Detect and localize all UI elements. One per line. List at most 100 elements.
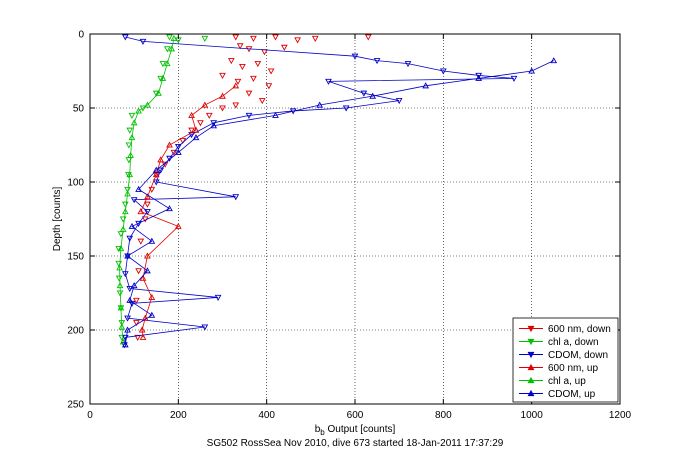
data-point <box>219 105 226 112</box>
legend-entry: 600 nm, up <box>548 363 598 374</box>
x-axis-label-main: b <box>315 424 321 435</box>
legend-swatch-marker <box>527 389 535 397</box>
data-point <box>121 341 129 348</box>
data-point <box>232 82 240 89</box>
data-point <box>138 326 146 333</box>
data-point <box>137 238 145 245</box>
data-point <box>141 314 149 321</box>
data-point <box>155 89 162 96</box>
data-point <box>117 304 125 311</box>
data-point <box>126 235 134 242</box>
legend-entry: CDOM, up <box>548 389 596 400</box>
data-point <box>170 34 178 41</box>
data-point <box>152 179 160 186</box>
data-point <box>219 92 226 99</box>
data-point <box>475 74 483 81</box>
data-point <box>166 205 173 212</box>
data-point <box>152 171 160 178</box>
data-point <box>267 68 275 75</box>
data-point <box>124 326 131 333</box>
data-point <box>121 271 129 278</box>
data-point <box>439 68 447 75</box>
data-point <box>219 72 226 79</box>
x-tick-label: 400 <box>258 410 275 421</box>
data-point <box>227 58 235 65</box>
data-point <box>201 35 209 42</box>
data-point <box>197 120 204 127</box>
data-point <box>214 294 222 301</box>
legend-box <box>512 317 619 403</box>
data-point <box>124 190 131 197</box>
x-tick-label: 1200 <box>609 410 632 421</box>
y-axis-label: Depth [counts] <box>52 187 63 252</box>
data-point <box>239 64 246 71</box>
data-point <box>144 101 151 108</box>
data-point <box>245 112 253 119</box>
data-point <box>157 156 165 163</box>
data-point <box>174 222 182 229</box>
x-axis-label: bb Output [counts] <box>315 424 396 437</box>
data-point <box>144 267 151 274</box>
series-line <box>140 85 236 338</box>
y-axis-ticks: 0 50 100 150 200 250 <box>67 30 620 411</box>
data-series-layer <box>115 34 558 349</box>
data-point <box>170 149 178 156</box>
data-point <box>232 194 240 201</box>
data-point <box>118 323 126 330</box>
data-point <box>124 252 131 259</box>
legend-swatch-marker <box>527 376 535 384</box>
data-point <box>119 338 127 345</box>
data-point <box>168 45 176 52</box>
data-point <box>510 75 518 82</box>
data-point <box>236 43 244 50</box>
data-point <box>210 120 218 127</box>
series-5 <box>121 57 558 348</box>
data-point <box>404 61 412 68</box>
data-point <box>144 193 151 200</box>
x-axis-label-sub: b <box>320 428 325 437</box>
data-point <box>179 138 187 145</box>
data-point <box>159 61 167 68</box>
data-point <box>258 98 266 105</box>
data-point <box>137 208 145 215</box>
data-point <box>148 293 156 300</box>
data-point <box>166 34 173 41</box>
y-tick-label: 100 <box>67 178 84 189</box>
data-point <box>201 101 209 108</box>
data-point <box>163 60 171 67</box>
data-point <box>116 264 123 271</box>
data-point <box>144 252 151 259</box>
x-tick-label: 800 <box>435 410 452 421</box>
data-point <box>254 61 262 68</box>
data-point <box>188 127 195 134</box>
legend-entry: chl a, down <box>548 337 599 348</box>
x-tick-label: 200 <box>170 410 187 421</box>
data-point <box>201 324 209 331</box>
legend-swatch-marker <box>527 363 535 371</box>
y-tick-label: 50 <box>73 104 85 115</box>
data-point <box>174 143 182 151</box>
data-point <box>234 78 242 85</box>
data-point <box>232 34 240 41</box>
data-point <box>126 171 134 178</box>
data-point <box>148 237 156 244</box>
data-point <box>294 37 301 44</box>
legend-swatch-marker <box>527 338 535 346</box>
legend-swatch-marker <box>527 351 535 359</box>
data-point <box>265 83 273 90</box>
data-point <box>115 275 123 282</box>
data-point <box>250 35 257 42</box>
data-point <box>205 112 213 119</box>
data-point <box>134 334 142 341</box>
data-point <box>192 126 200 133</box>
data-point <box>360 90 368 97</box>
data-point <box>121 342 128 349</box>
legend: 600 nm, down chl a, down CDOM, down 600 nm,… <box>512 317 619 403</box>
legend-entry: chl a, up <box>548 376 586 387</box>
data-point <box>135 185 142 192</box>
data-point <box>124 186 131 193</box>
data-point <box>128 112 136 119</box>
data-point <box>139 38 147 45</box>
series-line <box>124 60 554 345</box>
